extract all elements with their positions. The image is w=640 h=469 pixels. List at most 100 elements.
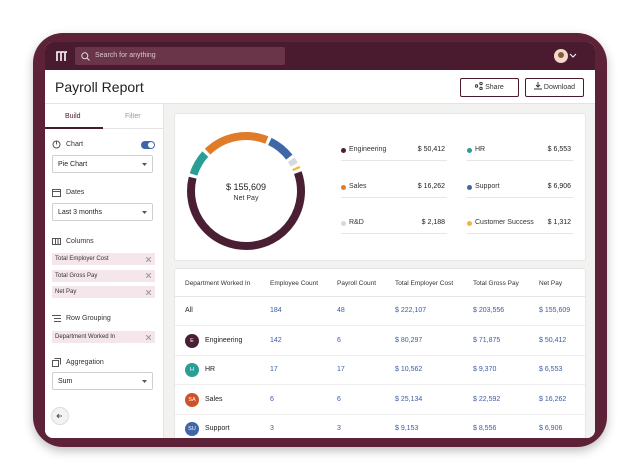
donut-chart (187, 132, 305, 250)
table-cell: 184 (270, 307, 282, 314)
row-line (175, 413, 585, 415)
search-placeholder: Search for anything (95, 52, 156, 59)
legend-name: Sales (349, 182, 367, 190)
aggregation-icon (52, 358, 61, 367)
donut-segment (189, 151, 209, 176)
download-button[interactable]: Download (525, 78, 584, 97)
table-cell: $ 25,134 (395, 395, 423, 403)
table-cell: $ 80,297 (395, 336, 423, 344)
legend-value: $ 6,906 (547, 182, 571, 190)
share-icon (474, 81, 483, 91)
table-cell: 142 (270, 336, 282, 344)
dates-icon (52, 189, 61, 197)
header-line (175, 296, 585, 297)
chip-remove-icon (146, 289, 151, 295)
chip-remove (146, 334, 151, 340)
table-cell: 17 (270, 366, 278, 373)
aggregation-select[interactable]: Sum (52, 372, 153, 390)
tab-underline (45, 127, 103, 129)
dates-select-value: Last 3 months (58, 209, 102, 216)
download-icon (533, 82, 542, 90)
table-cell: $ 50,412 (539, 336, 567, 344)
donut-segment (187, 171, 305, 250)
columns-icon (52, 238, 61, 245)
columns-label: Columns (66, 238, 94, 245)
chart-select-value: Pie Chart (58, 161, 88, 168)
chip-remove-icon (146, 334, 151, 340)
chip-remove-icon (146, 273, 151, 278)
row-label: All (185, 307, 193, 314)
chip[interactable]: Net Pay (52, 286, 155, 298)
table-header: Employee Count (270, 280, 319, 287)
row-line (175, 354, 585, 356)
table-cell: $ 6,906 (539, 425, 563, 432)
table-cell: 48 (337, 307, 345, 314)
legend-line (341, 196, 447, 198)
search-icon (81, 52, 90, 61)
search-box[interactable]: Search for anything (75, 47, 285, 65)
chart-label: Chart (66, 141, 84, 148)
avatar[interactable] (553, 48, 577, 64)
main-area: $ 155,609 Net Pay Engineering $ 50,412 HR $… (164, 104, 595, 438)
legend-line (467, 160, 573, 161)
table-cell: $ 155,609 (539, 307, 571, 314)
chart-toggle[interactable] (141, 141, 155, 149)
share-label: Share (485, 84, 504, 91)
download-label: Download (543, 84, 576, 91)
chip-remove (146, 289, 151, 295)
table-header: Net Pay (539, 280, 563, 287)
legend-dot (467, 148, 472, 153)
chip[interactable]: Total Employer Cost (52, 253, 155, 265)
table-cell: 3 (337, 425, 341, 432)
chart-select[interactable]: Pie Chart (52, 155, 153, 173)
legend-name: Engineering (349, 146, 387, 153)
legend-line (341, 160, 447, 161)
donut-segment (292, 165, 301, 172)
chart-icon (52, 140, 61, 149)
badge-initials: H (190, 367, 194, 373)
row-label: Engineering (205, 336, 243, 344)
dates-select[interactable]: Last 3 months (52, 203, 153, 221)
legend-line (467, 196, 573, 198)
badge-initials: E (190, 337, 194, 344)
share-button[interactable]: Share (460, 78, 519, 97)
table-cell: 3 (270, 425, 274, 432)
chip-remove (146, 273, 151, 278)
chip[interactable]: Department Worked In (52, 331, 155, 343)
table-cell: $ 16,262 (539, 395, 567, 403)
tab-filter[interactable]: Filter (125, 113, 141, 120)
table-cell: 6 (337, 336, 341, 344)
chip[interactable]: Total Gross Pay (52, 269, 155, 282)
row-line (175, 384, 585, 385)
donut-total: $ 155,609 (225, 182, 267, 192)
table-cell: $ 203,556 (473, 307, 505, 314)
table-cell: $ 8,556 (473, 425, 497, 432)
table-cell: $ 10,562 (395, 366, 423, 373)
table-cell: $ 222,107 (395, 307, 427, 314)
back-button[interactable] (51, 407, 69, 425)
row-grouping-icon (52, 315, 61, 322)
legend-dot (341, 221, 346, 226)
chart-card: $ 155,609 Net Pay Engineering $ 50,412 HR $… (174, 113, 586, 261)
legend-name: Support (475, 182, 500, 190)
row-label: Sales (205, 395, 223, 403)
legend-dot (341, 184, 346, 190)
dept-badge: H (185, 363, 199, 377)
divider (45, 103, 595, 104)
table-cell: $ 71,875 (473, 336, 501, 344)
table-cell: 6 (270, 395, 274, 403)
tab-build[interactable]: Build (65, 113, 81, 120)
row-label: HR (205, 366, 216, 373)
badge-initials: SU (188, 426, 196, 432)
page-title: Payroll Report (55, 79, 144, 95)
table-header: Department Worked In (185, 280, 251, 287)
donut-segment (267, 137, 293, 160)
table-cell: $ 22,592 (473, 395, 501, 403)
badge-initials: SA (188, 396, 196, 403)
table-header: Total Gross Pay (473, 280, 519, 287)
table-cell: $ 6,553 (539, 366, 563, 373)
legend-value: $ 50,412 (417, 146, 445, 153)
donut-segment (287, 157, 298, 167)
sidebar: Build Filter Chart Pie Chart Dates Last … (45, 104, 164, 438)
table-header: Total Employer Cost (395, 280, 454, 287)
